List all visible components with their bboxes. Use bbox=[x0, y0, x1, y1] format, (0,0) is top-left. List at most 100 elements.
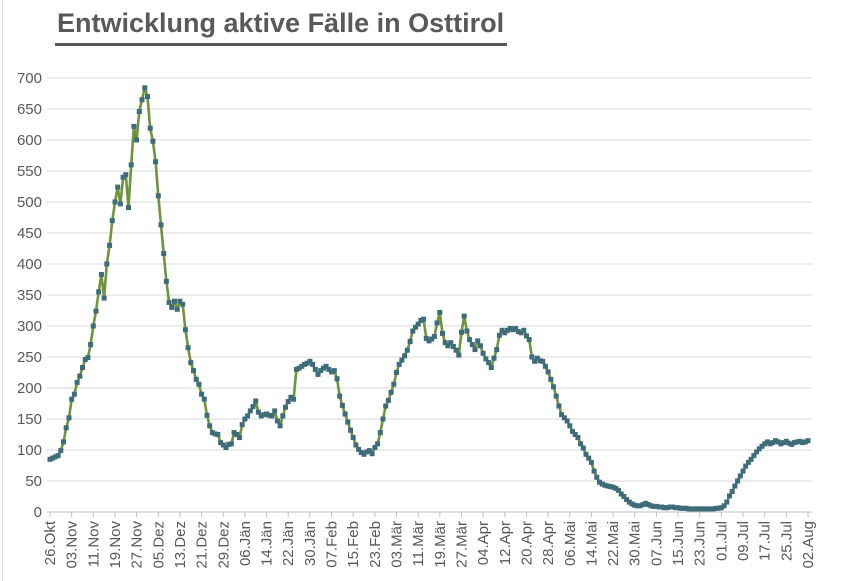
data-point-marker bbox=[656, 504, 662, 510]
data-point-marker bbox=[526, 337, 532, 343]
data-point-marker bbox=[223, 445, 229, 450]
data-point-marker bbox=[380, 416, 386, 422]
data-point-marker bbox=[624, 497, 630, 503]
data-point-marker bbox=[469, 342, 475, 348]
data-point-marker bbox=[131, 123, 137, 129]
data-point-marker bbox=[461, 313, 467, 319]
y-tick-label: 550 bbox=[17, 163, 42, 180]
data-point-marker bbox=[63, 425, 69, 431]
data-point-marker bbox=[483, 356, 489, 362]
data-point-marker bbox=[664, 505, 670, 511]
data-point-marker bbox=[283, 404, 288, 410]
data-point-marker bbox=[794, 439, 800, 445]
data-point-marker bbox=[556, 403, 562, 409]
data-point-marker bbox=[467, 337, 473, 343]
x-tick-label: 03.Nov bbox=[64, 521, 81, 569]
data-point-marker bbox=[410, 328, 416, 334]
data-point-marker bbox=[735, 478, 741, 484]
data-point-marker bbox=[142, 85, 148, 91]
data-point-marker bbox=[296, 365, 302, 371]
x-tick-label: 05.Dez bbox=[150, 521, 167, 569]
data-point-marker bbox=[272, 408, 278, 414]
data-point-marker bbox=[204, 412, 210, 418]
data-point-marker bbox=[55, 453, 61, 459]
data-point-marker bbox=[773, 438, 778, 444]
data-point-marker bbox=[220, 442, 226, 448]
x-tick-label: 13.Dez bbox=[172, 521, 189, 569]
data-point-marker bbox=[491, 355, 497, 361]
data-point-marker bbox=[727, 493, 732, 499]
data-point-marker bbox=[643, 500, 649, 506]
data-point-marker bbox=[88, 342, 94, 348]
data-point-marker bbox=[188, 360, 194, 366]
data-point-marker bbox=[686, 506, 692, 512]
data-point-marker bbox=[61, 439, 66, 445]
data-point-marker bbox=[134, 137, 140, 143]
data-point-marker bbox=[645, 502, 651, 508]
data-point-marker bbox=[334, 376, 340, 382]
x-tick-label: 22.Mai bbox=[605, 521, 622, 566]
data-point-marker bbox=[201, 396, 207, 402]
x-tick-label: 12.Apr bbox=[497, 521, 514, 565]
data-point-marker bbox=[713, 505, 719, 511]
data-point-marker bbox=[280, 413, 286, 419]
data-point-marker bbox=[718, 505, 724, 511]
data-point-marker bbox=[255, 409, 261, 415]
x-tick-label: 26.Okt bbox=[42, 520, 59, 565]
data-point-marker bbox=[632, 502, 638, 508]
data-point-marker bbox=[496, 332, 502, 338]
data-point-marker bbox=[231, 430, 237, 436]
data-point-marker bbox=[464, 328, 470, 334]
data-point-marker bbox=[345, 419, 351, 425]
data-point-marker bbox=[431, 334, 437, 339]
data-point-marker bbox=[648, 503, 654, 509]
data-point-marker bbox=[358, 450, 364, 455]
data-point-marker bbox=[618, 491, 624, 497]
data-point-marker bbox=[597, 479, 602, 485]
data-point-marker bbox=[616, 487, 621, 493]
data-point-marker bbox=[551, 384, 556, 390]
data-point-marker bbox=[621, 494, 627, 499]
data-point-marker bbox=[123, 172, 129, 178]
x-tick-label: 03.Mär bbox=[389, 521, 406, 568]
data-point-marker bbox=[670, 504, 676, 510]
data-point-marker bbox=[689, 506, 695, 512]
data-point-marker bbox=[751, 453, 757, 459]
data-point-marker bbox=[74, 379, 80, 385]
data-point-marker bbox=[635, 503, 640, 509]
data-point-marker bbox=[678, 505, 684, 511]
data-point-marker bbox=[662, 505, 667, 511]
data-point-marker bbox=[732, 483, 738, 489]
data-point-marker bbox=[778, 441, 784, 447]
data-point-marker bbox=[299, 363, 305, 369]
data-point-marker bbox=[310, 361, 316, 367]
data-point-marker bbox=[521, 327, 527, 333]
x-tick-label: 17.Jul bbox=[757, 521, 774, 561]
data-point-marker bbox=[786, 440, 792, 446]
data-point-marker bbox=[683, 505, 689, 511]
data-point-marker bbox=[572, 432, 578, 437]
data-point-marker bbox=[575, 435, 581, 441]
data-point-marker bbox=[792, 440, 797, 446]
data-point-marker bbox=[199, 391, 205, 397]
x-tick-label: 29.Dez bbox=[215, 521, 232, 569]
chart-title: Entwicklung aktive Fälle in Osttirol bbox=[55, 8, 508, 46]
data-point-marker bbox=[234, 432, 240, 437]
data-point-marker bbox=[418, 317, 424, 323]
data-point-marker bbox=[82, 357, 88, 362]
data-point-marker bbox=[85, 355, 91, 361]
data-point-marker bbox=[499, 327, 505, 333]
data-point-marker bbox=[591, 468, 597, 474]
data-point-marker bbox=[607, 484, 613, 490]
x-tick-label: 11.Mär bbox=[410, 521, 427, 567]
data-point-marker bbox=[174, 306, 180, 312]
data-point-marker bbox=[488, 365, 494, 370]
data-point-marker bbox=[413, 324, 418, 330]
data-point-marker bbox=[764, 439, 770, 445]
data-point-marker bbox=[98, 272, 104, 277]
x-tick-label: 07.Jun bbox=[648, 521, 665, 566]
data-point-marker bbox=[90, 323, 96, 329]
data-point-marker bbox=[588, 459, 594, 465]
data-point-marker bbox=[136, 109, 142, 114]
data-point-marker bbox=[196, 381, 202, 387]
